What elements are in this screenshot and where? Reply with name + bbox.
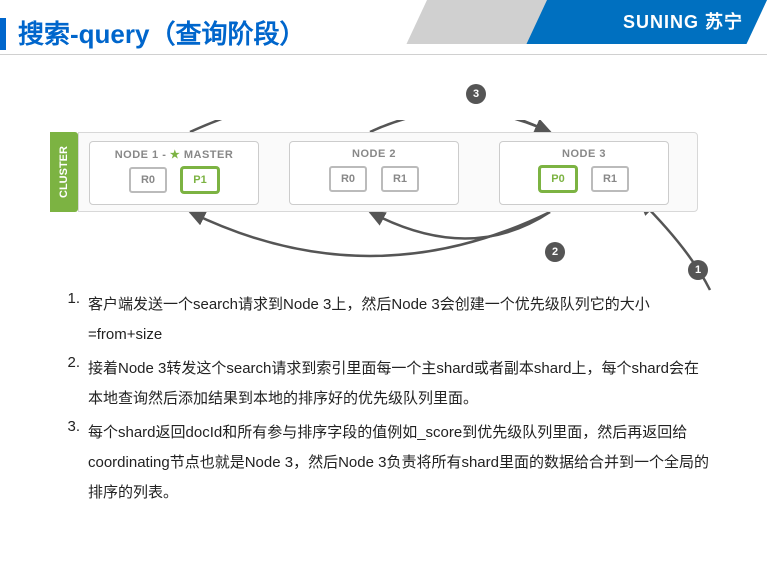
header-accent-bar [0,18,6,50]
list-item: 3. 每个shard返回docId和所有参与排序字段的值例如_score到优先级… [60,418,710,508]
list-text: 接着Node 3转发这个search请求到索引里面每一个主shard或者副本sh… [88,354,710,414]
node-title: NODE 3 [500,148,668,160]
brand-logo-text: SUNING 苏宁 [623,8,743,34]
cluster-diagram: CLUSTER NODE 1 - ★ MASTER R0 P1 NODE 2 R… [50,120,710,240]
shard-p1: P1 [181,167,219,193]
list-number: 3. [60,418,88,508]
cluster-body: NODE 1 - ★ MASTER R0 P1 NODE 2 R0 R1 NOD… [78,132,698,212]
list-item: 2. 接着Node 3转发这个search请求到索引里面每一个主shard或者副… [60,354,710,414]
header-divider [0,54,767,55]
node-2: NODE 2 R0 R1 [289,141,459,205]
cluster-label: CLUSTER [50,132,78,212]
page-title: 搜索-query（查询阶段） [18,14,305,51]
shard-p0: P0 [539,166,577,192]
step-badge-1: 1 [688,260,708,280]
list-number: 1. [60,290,88,350]
node-3: NODE 3 P0 R1 [499,141,669,205]
step-badge-3: 3 [466,84,486,104]
shard-r0: R0 [329,166,367,192]
shard-r0: R0 [129,167,167,193]
shard-r1: R1 [591,166,629,192]
node-title: NODE 2 [290,148,458,160]
header: 搜索-query（查询阶段） SUNING 苏宁 [0,0,767,56]
list-text: 客户端发送一个search请求到Node 3上，然后Node 3会创建一个优先级… [88,290,710,350]
node-1: NODE 1 - ★ MASTER R0 P1 [89,141,259,205]
shard-r1: R1 [381,166,419,192]
list-item: 1. 客户端发送一个search请求到Node 3上，然后Node 3会创建一个… [60,290,710,350]
node-title: NODE 1 - ★ MASTER [90,148,258,161]
list-number: 2. [60,354,88,414]
description-list: 1. 客户端发送一个search请求到Node 3上，然后Node 3会创建一个… [60,290,710,512]
list-text: 每个shard返回docId和所有参与排序字段的值例如_score到优先级队列里… [88,418,710,508]
step-badge-2: 2 [545,242,565,262]
